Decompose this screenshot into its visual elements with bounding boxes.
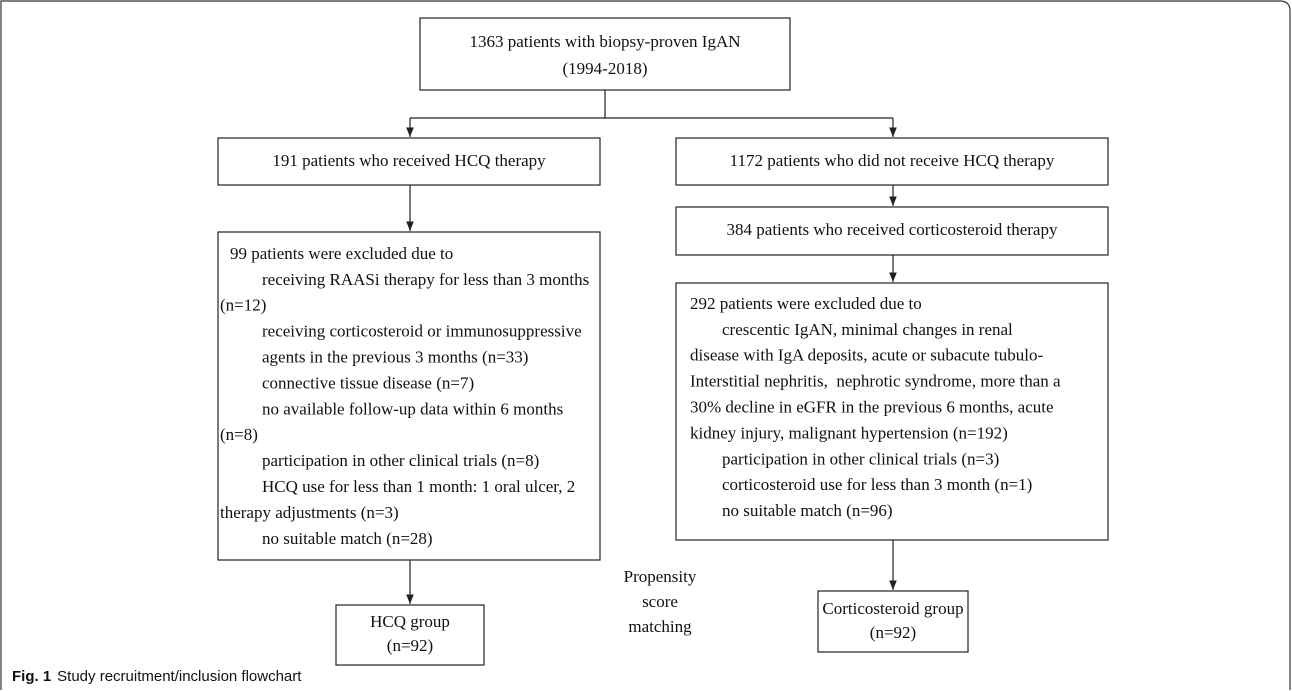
node-text: 30% decline in eGFR in the previous 6 mo… — [690, 398, 1054, 417]
node-box — [817, 590, 969, 653]
node-text: no suitable match (n=28) — [262, 529, 433, 548]
connectors — [406, 90, 897, 604]
node-text: corticosteroid use for less than 3 month… — [722, 475, 1032, 494]
node-box — [675, 282, 1109, 541]
edge-label: score — [642, 592, 678, 611]
node-box — [675, 137, 1109, 186]
node-text: (n=92) — [387, 636, 433, 655]
node-text: HCQ group — [370, 612, 450, 631]
node-text: receiving RAASi therapy for less than 3 … — [262, 270, 589, 289]
node-text: HCQ use for less than 1 month: 1 oral ul… — [262, 477, 575, 496]
caption-label: Fig. 1 — [12, 668, 51, 685]
node-text: Interstitial nephritis, nephrotic syndro… — [690, 372, 1061, 391]
node-text: participation in other clinical trials (… — [722, 449, 999, 468]
node-box — [335, 604, 485, 666]
node-text: kidney injury, malignant hypertension (n… — [690, 423, 1008, 442]
node-text: receiving corticosteroid or immunosuppre… — [262, 322, 582, 341]
node-text: 292 patients were excluded due to — [690, 294, 922, 313]
node-text: Corticosteroid group — [822, 599, 963, 618]
caption: Fig. 1 Study recruitment/inclusion flowch… — [12, 668, 302, 685]
node-box — [217, 137, 601, 186]
node-box — [217, 231, 601, 561]
node-text: 1172 patients who did not receive HCQ th… — [730, 151, 1055, 170]
node-text: 384 patients who received corticosteroid… — [727, 220, 1058, 239]
node-text: participation in other clinical trials (… — [262, 451, 539, 470]
node-text: no available follow-up data within 6 mon… — [262, 399, 563, 418]
node-box — [675, 206, 1109, 256]
node-text: 1363 patients with biopsy-proven IgAN — [469, 32, 740, 51]
caption-text: Study recruitment/inclusion flowchart — [57, 668, 302, 685]
node-box — [419, 17, 791, 91]
node-text: 191 patients who received HCQ therapy — [272, 151, 546, 170]
node-text: (1994-2018) — [563, 59, 648, 78]
node-text: (n=8) — [220, 425, 258, 444]
node-text: agents in the previous 3 months (n=33) — [262, 348, 528, 367]
node-text: (n=92) — [870, 623, 916, 642]
node-text: disease with IgA deposits, acute or suba… — [690, 346, 1043, 365]
node-text: therapy adjustments (n=3) — [220, 503, 399, 522]
node-text: connective tissue disease (n=7) — [262, 373, 474, 392]
edge-label: Propensity — [624, 567, 697, 586]
node-text: crescentic IgAN, minimal changes in rena… — [722, 320, 1013, 339]
node-text: no suitable match (n=96) — [722, 501, 893, 520]
edge-label: matching — [628, 617, 692, 636]
node-text: (n=12) — [220, 296, 266, 315]
node-text: 99 patients were excluded due to — [230, 244, 453, 263]
